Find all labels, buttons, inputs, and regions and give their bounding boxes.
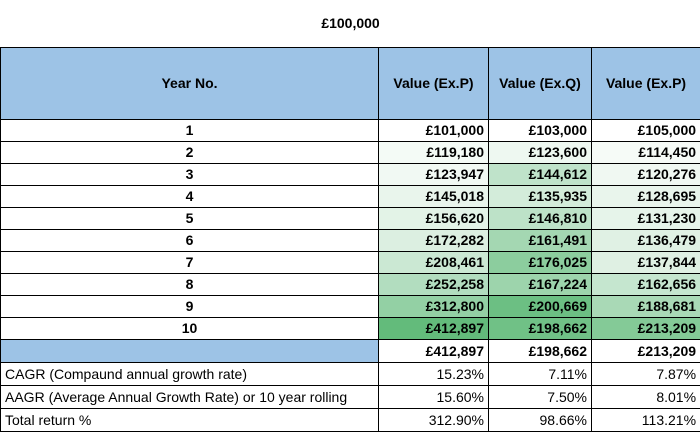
totals-label-blank[interactable]	[1, 339, 379, 362]
value-ex-p-2-cell[interactable]: £162,656	[592, 273, 700, 295]
table-row: 4£145,018£135,935£128,695	[1, 185, 700, 207]
value-ex-q-cell[interactable]: £200,669	[489, 295, 592, 317]
value-ex-q-cell[interactable]: £135,935	[489, 185, 592, 207]
total-value-cell[interactable]: £198,662	[489, 339, 592, 362]
value-ex-p-cell[interactable]: £145,018	[379, 185, 489, 207]
value-ex-q-cell[interactable]: £176,025	[489, 251, 592, 273]
stat-value-cell[interactable]: 113.21%	[592, 408, 700, 431]
stat-value-cell[interactable]: 7.11%	[489, 362, 592, 385]
value-ex-p-2-cell[interactable]: £213,209	[592, 317, 700, 339]
year-number-cell[interactable]: 4	[1, 185, 379, 207]
value-ex-p-2-cell[interactable]: £137,844	[592, 251, 700, 273]
table-row: 9£312,800£200,669£188,681	[1, 295, 700, 317]
value-ex-p-cell[interactable]: £252,258	[379, 273, 489, 295]
stat-row: AAGR (Average Annual Growth Rate) or 10 …	[1, 385, 700, 408]
header-year-no[interactable]: Year No.	[1, 47, 379, 119]
table-row: 2£119,180£123,600£114,450	[1, 141, 700, 163]
stat-row: Total return %312.90%98.66%113.21%	[1, 408, 700, 431]
header-value-ex-q[interactable]: Value (Ex.Q)	[489, 47, 592, 119]
table-row: 10£412,897£198,662£213,209	[1, 317, 700, 339]
value-ex-p-2-cell[interactable]: £188,681	[592, 295, 700, 317]
value-ex-p-cell[interactable]: £101,000	[379, 119, 489, 141]
year-number-cell[interactable]: 8	[1, 273, 379, 295]
stat-label[interactable]: Total return %	[1, 408, 379, 431]
value-ex-q-cell[interactable]: £146,810	[489, 207, 592, 229]
value-ex-p-2-cell[interactable]: £136,479	[592, 229, 700, 251]
year-number-cell[interactable]: 7	[1, 251, 379, 273]
stat-value-cell[interactable]: 15.60%	[379, 385, 489, 408]
value-ex-p-cell[interactable]: £208,461	[379, 251, 489, 273]
stat-value-cell[interactable]: 7.50%	[489, 385, 592, 408]
value-ex-p-2-cell[interactable]: £114,450	[592, 141, 700, 163]
value-ex-p-cell[interactable]: £312,800	[379, 295, 489, 317]
value-ex-p-cell[interactable]: £412,897	[379, 317, 489, 339]
table-row: 8£252,258£167,224£162,656	[1, 273, 700, 295]
stat-value-cell[interactable]: 312.90%	[379, 408, 489, 431]
year-number-cell[interactable]: 6	[1, 229, 379, 251]
stat-value-cell[interactable]: 98.66%	[489, 408, 592, 431]
stat-value-cell[interactable]: 8.01%	[592, 385, 700, 408]
table-row: 3£123,947£144,612£120,276	[1, 163, 700, 185]
table-row: 5£156,620£146,810£131,230	[1, 207, 700, 229]
table-row: 6£172,282£161,491£136,479	[1, 229, 700, 251]
year-number-cell[interactable]: 3	[1, 163, 379, 185]
totals-row: £412,897£198,662£213,209	[1, 339, 700, 362]
value-ex-q-cell[interactable]: £103,000	[489, 119, 592, 141]
year-number-cell[interactable]: 5	[1, 207, 379, 229]
year-number-cell[interactable]: 2	[1, 141, 379, 163]
stat-label[interactable]: AAGR (Average Annual Growth Rate) or 10 …	[1, 385, 379, 408]
stat-row: CAGR (Compaund annual growth rate)15.23%…	[1, 362, 700, 385]
table-title: £100,000	[1, 0, 700, 47]
year-number-cell[interactable]: 9	[1, 295, 379, 317]
value-ex-p-cell[interactable]: £123,947	[379, 163, 489, 185]
table-row: 1£101,000£103,000£105,000	[1, 119, 700, 141]
value-ex-p-2-cell[interactable]: £105,000	[592, 119, 700, 141]
stat-value-cell[interactable]: 7.87%	[592, 362, 700, 385]
stat-value-cell[interactable]: 15.23%	[379, 362, 489, 385]
table-row: 7£208,461£176,025£137,844	[1, 251, 700, 273]
value-ex-p-2-cell[interactable]: £120,276	[592, 163, 700, 185]
value-ex-q-cell[interactable]: £198,662	[489, 317, 592, 339]
value-ex-q-cell[interactable]: £144,612	[489, 163, 592, 185]
value-ex-p-2-cell[interactable]: £131,230	[592, 207, 700, 229]
total-value-cell[interactable]: £213,209	[592, 339, 700, 362]
value-ex-q-cell[interactable]: £167,224	[489, 273, 592, 295]
value-ex-p-cell[interactable]: £119,180	[379, 141, 489, 163]
header-value-ex-p[interactable]: Value (Ex.P)	[379, 47, 489, 119]
value-ex-p-cell[interactable]: £172,282	[379, 229, 489, 251]
value-ex-q-cell[interactable]: £123,600	[489, 141, 592, 163]
header-value-ex-p-2[interactable]: Value (Ex.P)	[592, 47, 700, 119]
year-number-cell[interactable]: 10	[1, 317, 379, 339]
spreadsheet: £100,000 Year No. Value (Ex.P) Value (Ex…	[0, 0, 700, 423]
value-ex-p-2-cell[interactable]: £128,695	[592, 185, 700, 207]
total-value-cell[interactable]: £412,897	[379, 339, 489, 362]
stat-label[interactable]: CAGR (Compaund annual growth rate)	[1, 362, 379, 385]
value-ex-p-cell[interactable]: £156,620	[379, 207, 489, 229]
year-number-cell[interactable]: 1	[1, 119, 379, 141]
value-ex-q-cell[interactable]: £161,491	[489, 229, 592, 251]
